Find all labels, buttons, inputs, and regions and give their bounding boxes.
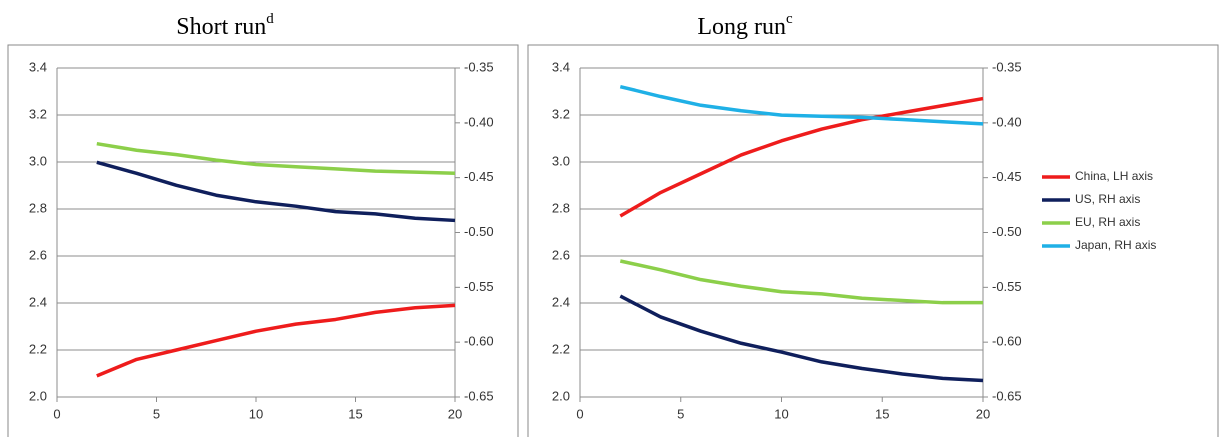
y2-tick-label: -0.60 <box>992 334 1022 349</box>
series-line <box>619 259 983 305</box>
title-text: Long run <box>697 14 786 40</box>
y-tick-label: 2.6 <box>552 247 570 262</box>
y2-tick-label: -0.35 <box>464 59 494 74</box>
legend-label: EU, RH axis <box>1075 215 1140 229</box>
x-tick-label: 10 <box>774 406 788 421</box>
x-tick-label: 0 <box>53 406 60 421</box>
x-tick-label: 20 <box>976 406 990 421</box>
legend-label: US, RH axis <box>1075 192 1140 206</box>
chart-title: Long runc <box>697 11 793 39</box>
x-tick-label: 20 <box>448 406 462 421</box>
x-tick-label: 15 <box>348 406 362 421</box>
y2-tick-label: -0.40 <box>992 114 1022 129</box>
y2-tick-label: -0.65 <box>464 388 494 403</box>
y2-tick-label: -0.45 <box>464 169 494 184</box>
x-tick-label: 15 <box>875 406 889 421</box>
y2-tick-label: -0.55 <box>992 279 1022 294</box>
y-tick-label: 2.2 <box>552 341 570 356</box>
panel-frame <box>527 44 1219 437</box>
series-line <box>96 303 456 378</box>
y-tick-label: 3.4 <box>29 59 47 74</box>
y2-tick-label: -0.50 <box>464 224 494 239</box>
y-tick-label: 2.2 <box>29 341 47 356</box>
y-tick-label: 2.8 <box>29 200 47 215</box>
y2-tick-label: -0.40 <box>464 114 494 129</box>
y-tick-label: 3.0 <box>552 153 570 168</box>
y-tick-label: 3.4 <box>552 59 570 74</box>
y-tick-label: 2.4 <box>552 294 570 309</box>
series-line <box>96 141 456 176</box>
series-line <box>619 84 984 126</box>
y2-tick-label: -0.50 <box>992 224 1022 239</box>
legend-label: China, LH axis <box>1075 169 1153 183</box>
x-tick-label: 0 <box>576 406 583 421</box>
y-tick-label: 2.8 <box>552 200 570 215</box>
y2-tick-label: -0.55 <box>464 279 494 294</box>
x-tick-label: 10 <box>249 406 263 421</box>
y-tick-label: 3.2 <box>552 106 570 121</box>
series-line <box>96 160 456 223</box>
series-line <box>619 96 984 218</box>
title-superscript: c <box>786 11 793 27</box>
y2-tick-label: -0.65 <box>992 388 1022 403</box>
y-tick-label: 2.0 <box>552 388 570 403</box>
chart-title: Short rund <box>176 11 274 39</box>
y-tick-label: 2.0 <box>29 388 47 403</box>
legend-label: Japan, RH axis <box>1075 238 1156 252</box>
y-tick-label: 2.6 <box>29 247 47 262</box>
x-tick-label: 5 <box>153 406 160 421</box>
title-text: Short run <box>176 14 266 40</box>
panel-frame <box>7 44 519 437</box>
y2-tick-label: -0.45 <box>992 169 1022 184</box>
title-superscript: d <box>266 11 274 27</box>
y2-tick-label: -0.60 <box>464 334 494 349</box>
y-tick-label: 3.2 <box>29 106 47 121</box>
y2-tick-label: -0.35 <box>992 59 1022 74</box>
y-tick-label: 2.4 <box>29 294 47 309</box>
series-line <box>619 294 984 383</box>
y-tick-label: 3.0 <box>29 153 47 168</box>
x-tick-label: 5 <box>677 406 684 421</box>
